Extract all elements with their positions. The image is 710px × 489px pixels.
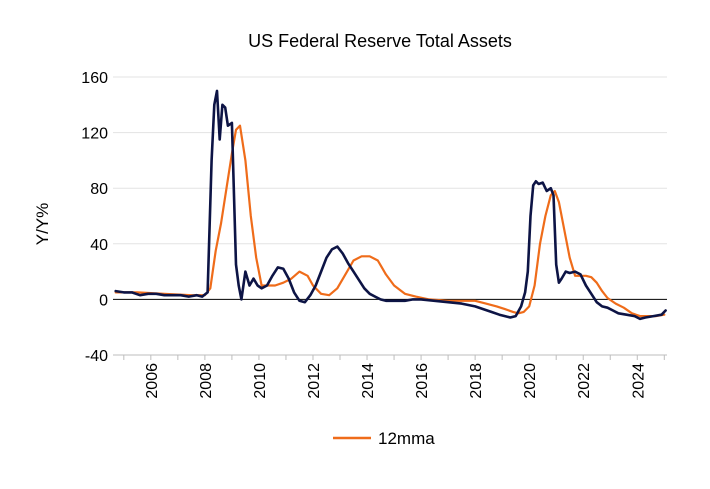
series-line-fed-assets xyxy=(114,89,667,321)
y-tick-label: 80 xyxy=(90,181,108,198)
x-tick-label: 2006 xyxy=(144,363,161,399)
y-tick-label: 160 xyxy=(81,70,108,87)
y-axis-label: Y/Y% xyxy=(33,203,52,246)
legend-label-12mma: 12mma xyxy=(378,429,435,448)
y-tick-label: 120 xyxy=(81,126,108,143)
y-tick-labels: 160 120 80 40 0 -40 xyxy=(81,70,108,365)
y-tick-label: 0 xyxy=(99,292,108,309)
x-tick-label: 2010 xyxy=(252,363,269,399)
x-tick-label: 2012 xyxy=(306,363,323,399)
x-tick-label: 2022 xyxy=(576,363,593,399)
series-line-12mma xyxy=(114,124,666,318)
y-tick-label: 40 xyxy=(90,237,108,254)
gridlines xyxy=(113,76,667,300)
chart-title: US Federal Reserve Total Assets xyxy=(248,31,512,51)
y-tick-label: -40 xyxy=(85,348,108,365)
x-tick-label: 2016 xyxy=(414,363,431,399)
x-axis: 2006 2008 2010 2012 2014 2016 2018 2020 2022 2024 xyxy=(113,354,667,399)
x-tick-label: 2018 xyxy=(468,363,485,399)
x-tick-label: 2008 xyxy=(198,363,215,399)
x-tick-label: 2014 xyxy=(360,363,377,399)
series-lines xyxy=(114,89,667,321)
x-tick-label: 2020 xyxy=(522,363,539,399)
legend: 12mma xyxy=(333,429,435,448)
x-tick-label: 2024 xyxy=(630,363,647,399)
